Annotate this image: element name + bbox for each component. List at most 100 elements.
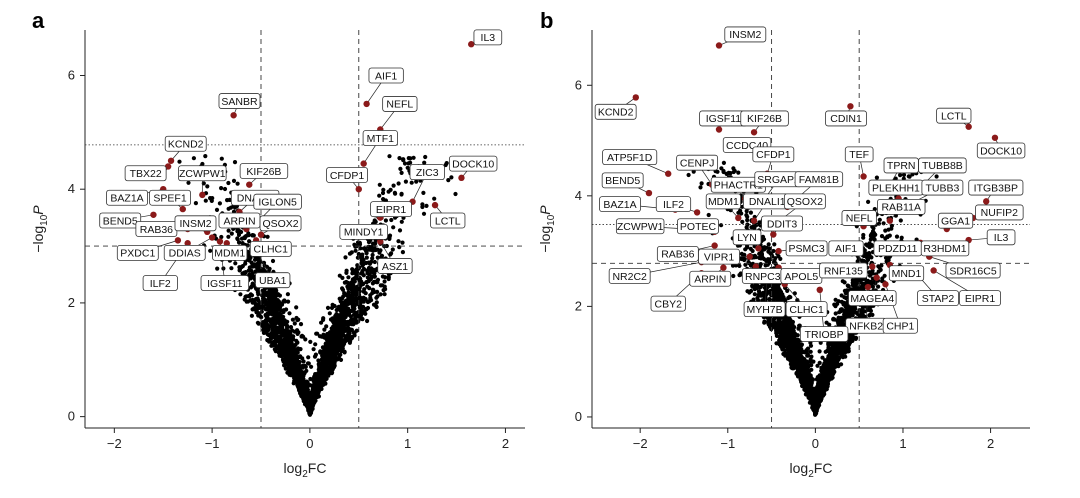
data-point xyxy=(296,364,301,369)
data-point xyxy=(374,300,379,305)
data-point xyxy=(350,305,355,310)
data-point xyxy=(398,166,403,171)
x-tick-label: 0 xyxy=(306,436,313,451)
data-point xyxy=(270,258,276,264)
data-point xyxy=(256,321,261,326)
data-point xyxy=(201,181,206,186)
data-point xyxy=(360,263,365,268)
data-point xyxy=(310,377,316,382)
data-point xyxy=(406,156,411,161)
data-point xyxy=(229,266,234,271)
data-point xyxy=(323,371,328,376)
x-tick-label: 2 xyxy=(502,436,509,451)
data-point xyxy=(338,352,343,357)
data-point xyxy=(225,198,230,203)
data-point xyxy=(240,241,245,246)
data-point xyxy=(264,319,269,324)
data-point xyxy=(347,301,352,306)
data-point xyxy=(377,193,382,198)
data-point xyxy=(341,313,346,318)
gene-label-text: INSM2 xyxy=(179,218,211,230)
highlighted-point-ddias xyxy=(208,234,216,241)
gene-label-text: TBX22 xyxy=(130,168,162,180)
data-point xyxy=(333,354,338,359)
data-point xyxy=(397,156,402,161)
x-tick-label: −1 xyxy=(720,436,735,451)
background-points xyxy=(162,154,458,417)
data-point xyxy=(752,292,757,297)
data-point xyxy=(288,325,294,330)
gene-label-text: BEND5 xyxy=(103,215,138,227)
data-point xyxy=(399,170,404,175)
data-point xyxy=(359,311,364,316)
data-point xyxy=(263,297,268,302)
data-point xyxy=(397,228,403,233)
highlighted-point-cfdp1 xyxy=(355,186,362,193)
highlighted-point-asz1 xyxy=(377,238,384,245)
gene-label-text: IGSF11 xyxy=(207,278,243,290)
data-point xyxy=(217,201,222,206)
x-axis-title-base: log xyxy=(284,460,303,476)
gene-label-box xyxy=(473,29,503,46)
data-point xyxy=(232,160,238,165)
data-point xyxy=(253,264,258,269)
data-point xyxy=(420,202,425,207)
x-tick-label: −2 xyxy=(633,436,648,451)
data-point xyxy=(321,316,326,321)
data-point xyxy=(453,191,458,197)
data-point xyxy=(219,234,224,240)
data-point xyxy=(305,398,310,404)
data-point xyxy=(270,312,275,317)
gene-label-box xyxy=(163,244,206,261)
data-point xyxy=(317,371,322,376)
gene-label-box xyxy=(239,163,289,179)
data-point xyxy=(383,275,388,280)
gene-label-box xyxy=(362,130,398,146)
gene-label-text: IL3 xyxy=(481,32,496,44)
y-axis-title-var: P xyxy=(30,205,46,215)
data-point xyxy=(358,295,363,300)
data-point xyxy=(352,270,357,275)
data-point xyxy=(262,323,268,328)
y-axis-title-sub: 10 xyxy=(546,214,557,226)
data-point xyxy=(273,349,278,354)
data-point xyxy=(265,326,270,331)
data-point xyxy=(251,233,256,238)
gene-label-box xyxy=(259,215,302,232)
data-point xyxy=(294,354,299,359)
data-point xyxy=(820,355,825,360)
data-point xyxy=(338,337,343,342)
data-point xyxy=(348,327,353,332)
data-point xyxy=(731,273,736,279)
data-point xyxy=(246,253,251,259)
data-point xyxy=(319,320,324,325)
gene-label-text: ZIC3 xyxy=(416,167,439,179)
data-point xyxy=(226,228,231,233)
highlighted-point-kif26b xyxy=(246,181,253,188)
data-point xyxy=(294,315,299,321)
gene-label-text: RAB36 xyxy=(140,224,173,236)
data-point xyxy=(269,336,274,341)
data-point xyxy=(808,349,813,354)
data-point xyxy=(396,181,401,186)
data-point xyxy=(256,292,261,297)
gene-label-box xyxy=(448,155,498,172)
gene-label-text: NEFL xyxy=(386,99,413,111)
gene-label-text: ZCWPW1 xyxy=(179,168,226,180)
x-axis-title-base: log xyxy=(790,460,809,476)
data-point xyxy=(721,160,727,165)
data-point xyxy=(409,180,414,185)
data-point xyxy=(281,309,286,315)
data-point xyxy=(773,256,778,261)
data-point xyxy=(906,174,911,179)
data-point xyxy=(301,359,306,364)
data-point xyxy=(876,264,881,269)
data-point xyxy=(177,159,182,164)
data-point xyxy=(313,372,318,377)
data-point xyxy=(292,375,297,381)
data-point xyxy=(233,261,238,266)
data-point xyxy=(335,341,340,346)
data-point xyxy=(399,219,404,224)
panel-letter: b xyxy=(540,8,553,33)
